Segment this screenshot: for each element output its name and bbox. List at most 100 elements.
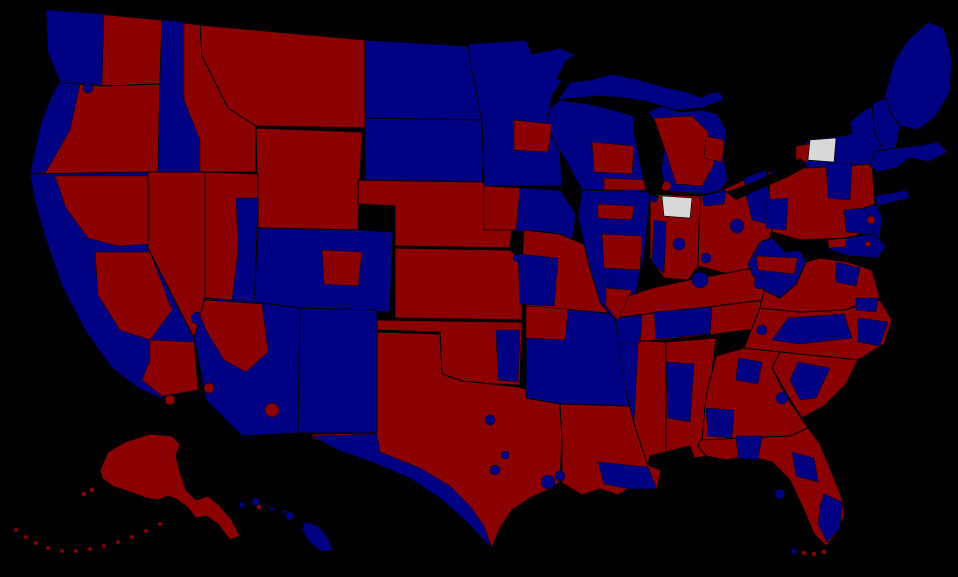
region-wyoming <box>255 127 363 231</box>
region-hi-honolulu <box>256 504 262 510</box>
region-hi-oahu <box>251 497 261 507</box>
region-fl-orlando <box>791 451 819 483</box>
region-aleutian-islands <box>13 527 19 533</box>
region-ak-islands <box>81 491 87 497</box>
region-fl-keys-2 <box>811 551 817 557</box>
region-aleutian-islands <box>87 546 93 552</box>
region-ky-louisville <box>691 271 709 289</box>
region-aleutian-islands <box>115 539 121 545</box>
region-fl-panhandle-east <box>735 435 763 461</box>
region-wv-central <box>755 255 799 275</box>
region-tx-san-antonio <box>489 464 501 476</box>
region-north-dakota <box>364 39 483 121</box>
region-mi-north <box>653 115 715 187</box>
region-tx-galveston <box>554 470 566 482</box>
region-lake-huron <box>718 96 758 132</box>
region-ar-northwest <box>525 305 569 341</box>
region-aleutian-islands <box>101 543 107 549</box>
region-ga-southwest <box>705 407 735 439</box>
region-fl-tampa <box>774 488 786 500</box>
region-nc-central <box>771 313 853 345</box>
region-pa-philadelphia <box>843 207 875 235</box>
region-fl-southeast <box>817 493 843 543</box>
region-ca-san-diego <box>164 394 176 406</box>
region-hi-maui <box>285 511 295 521</box>
region-lake-erie <box>726 158 808 200</box>
region-lake-michigan <box>634 112 664 198</box>
region-in-west-strip <box>651 219 667 275</box>
region-or-portland <box>82 82 94 94</box>
region-wi-south <box>603 177 649 191</box>
region-hi-big-island <box>301 521 333 553</box>
region-il-central <box>601 233 643 271</box>
region-tx-houston <box>540 474 556 490</box>
region-la-new-orleans <box>597 461 658 490</box>
region-aleutian-islands <box>45 545 51 551</box>
region-az-west <box>199 299 269 373</box>
region-pa-pittsburgh <box>765 197 789 231</box>
region-fl-keys-3 <box>821 549 827 555</box>
region-ga-east <box>775 391 789 405</box>
region-mn-central <box>513 119 553 153</box>
region-wi-west <box>591 141 635 175</box>
region-fl-key-west <box>790 547 798 555</box>
region-aleutian-islands <box>59 548 65 554</box>
region-mo-st-louis <box>601 275 615 289</box>
region-tx-border-south <box>311 433 493 549</box>
region-ny-west <box>795 143 811 163</box>
region-nc-east <box>857 317 889 347</box>
region-pa-northeast <box>825 161 853 201</box>
region-md-east <box>864 240 872 248</box>
region-oh-columbus <box>729 218 745 234</box>
region-kansas <box>394 247 523 321</box>
region-alaska <box>99 433 241 541</box>
region-vermont-new-hampshire <box>871 97 901 153</box>
region-az-yuma <box>203 382 215 394</box>
region-ga-atlanta <box>735 357 763 385</box>
region-ak-islands <box>89 487 95 493</box>
region-tn-middle <box>653 306 713 340</box>
region-wa-puget-sound <box>45 9 105 86</box>
region-tx-dallas <box>484 414 496 426</box>
region-co-east <box>321 249 363 287</box>
region-lake-superior <box>556 50 716 98</box>
region-long-island <box>873 189 911 207</box>
region-sc-central <box>789 361 831 401</box>
region-ky-east <box>753 276 767 290</box>
region-md-west <box>827 237 847 249</box>
region-oh-cincinnati <box>700 252 712 264</box>
region-aleutian-islands <box>157 521 163 527</box>
region-va-southeast <box>855 297 879 313</box>
region-aleutian-islands <box>73 548 79 554</box>
region-az-southeast <box>264 402 280 418</box>
region-maine <box>883 21 953 131</box>
region-district-undecided-new-york <box>807 137 837 163</box>
region-hi-kauai <box>238 501 246 509</box>
region-aleutian-islands <box>33 540 39 546</box>
region-il-south <box>605 287 633 321</box>
region-ca-inland-south <box>141 339 199 397</box>
region-tx-austin <box>500 450 510 460</box>
region-mi-thumb <box>703 135 725 163</box>
region-aleutian-islands <box>143 528 149 534</box>
region-michigan-upper-peninsula <box>557 73 725 111</box>
region-district-undecided-indiana <box>661 195 693 219</box>
region-ca-north <box>54 175 149 247</box>
region-massachusetts-connecticut-rhode-island <box>869 141 949 173</box>
region-va-north <box>835 261 861 287</box>
region-nj-central <box>866 215 876 225</box>
region-mo-west-central <box>517 253 559 307</box>
region-new-mexico <box>297 307 378 434</box>
region-tn-west <box>615 314 643 345</box>
region-aleutian-islands <box>129 534 135 540</box>
region-ut-east <box>231 197 259 303</box>
region-hi-lanai <box>281 509 287 515</box>
region-or-coast <box>29 81 81 175</box>
region-il-north <box>597 203 635 221</box>
region-south-dakota <box>364 117 485 183</box>
region-nc-west <box>756 324 768 336</box>
region-ia-west <box>483 185 521 231</box>
region-fl-keys-1 <box>801 550 807 556</box>
region-in-indianapolis <box>672 237 686 251</box>
